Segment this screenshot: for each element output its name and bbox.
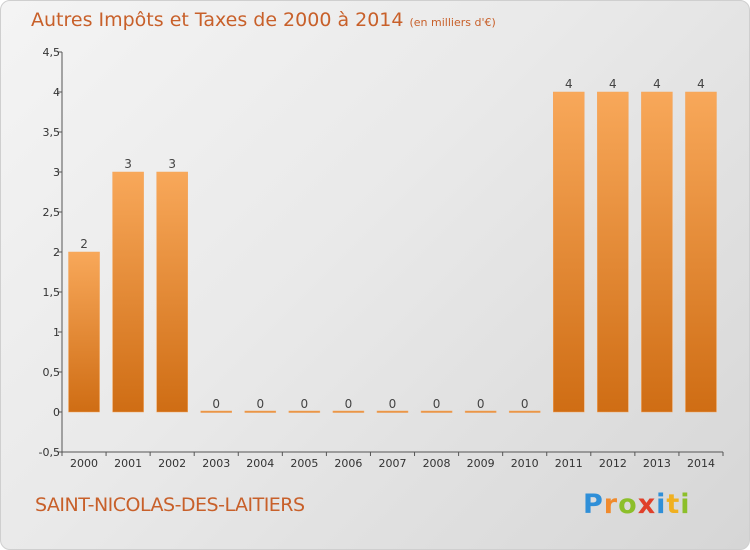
data-label: 3 <box>124 157 132 171</box>
labels: 2000 2 2001 3 2002 3 2003 0 2004 0 2005 0 2006 0 2007 0… <box>70 77 715 470</box>
y-tick-label: 0,5 <box>43 366 61 379</box>
bar <box>200 410 232 413</box>
y-tick-label: 2 <box>53 246 60 259</box>
x-tick-label: 2011 <box>555 457 583 470</box>
x-tick-label: 2009 <box>467 457 495 470</box>
data-label: 0 <box>477 397 485 411</box>
chart-subtitle: (en milliers d'€) <box>409 16 496 29</box>
bar <box>508 410 541 413</box>
y-tick-label: 2,5 <box>43 206 61 219</box>
bar <box>332 410 365 413</box>
x-tick-label: 2003 <box>202 457 230 470</box>
y-tick-label: 4 <box>53 86 60 99</box>
commune-name: SAINT-NICOLAS-DES-LAITIERS <box>35 494 305 516</box>
x-tick-label: 2007 <box>379 457 407 470</box>
data-label: 4 <box>609 77 617 91</box>
y-tick-label: 3,5 <box>43 126 61 139</box>
bar <box>112 171 144 413</box>
y-tick-label: 3 <box>53 166 60 179</box>
bar <box>156 171 188 413</box>
bar <box>288 410 321 413</box>
y-tick-label: 1,5 <box>43 286 61 299</box>
x-tick-label: 2001 <box>114 457 142 470</box>
bar <box>641 91 673 413</box>
y-tick-label: 0 <box>53 406 60 419</box>
logo-letter: x <box>637 489 657 520</box>
logo-letter: o <box>618 489 638 520</box>
bar <box>244 410 277 413</box>
x-tick-label: 2005 <box>290 457 318 470</box>
logo-letter: r <box>603 489 619 520</box>
y-tick-label: 1 <box>53 326 60 339</box>
logo-letter: i <box>656 489 667 520</box>
bar <box>597 91 629 413</box>
data-label: 0 <box>521 397 529 411</box>
data-label: 2 <box>80 237 88 251</box>
x-tick-label: 2013 <box>643 457 671 470</box>
data-label: 0 <box>212 397 220 411</box>
logo-letter: i <box>680 489 691 520</box>
data-label: 0 <box>433 397 441 411</box>
data-label: 0 <box>345 397 353 411</box>
x-tick-label: 2012 <box>599 457 627 470</box>
data-label: 4 <box>697 77 705 91</box>
x-tick-label: 2002 <box>158 457 186 470</box>
bar <box>68 251 100 413</box>
chart-title: Autres Impôts et Taxes de 2000 à 2014 (en… <box>31 9 496 31</box>
bars <box>68 91 717 413</box>
data-label: 0 <box>389 397 397 411</box>
x-tick-label: 2006 <box>334 457 362 470</box>
bar <box>464 410 497 413</box>
x-tick-label: 2010 <box>511 457 539 470</box>
bar <box>420 410 453 413</box>
proxiti-logo: Proxiti <box>583 489 691 520</box>
data-label: 0 <box>256 397 264 411</box>
x-tick-label: 2000 <box>70 457 98 470</box>
data-label: 4 <box>565 77 573 91</box>
y-tick-label: -0,5 <box>39 446 60 459</box>
data-label: 0 <box>301 397 309 411</box>
axes: -0,5 0 0,5 1 1,5 2 2,5 3 3,5 4 4,5 <box>39 46 724 459</box>
bar <box>685 91 717 413</box>
data-label: 4 <box>653 77 661 91</box>
x-tick-label: 2004 <box>246 457 274 470</box>
data-label: 3 <box>168 157 176 171</box>
y-tick-label: 4,5 <box>43 46 61 59</box>
x-tick-label: 2014 <box>687 457 715 470</box>
x-tick-label: 2008 <box>423 457 451 470</box>
bar <box>376 410 409 413</box>
logo-letter: P <box>583 489 604 520</box>
logo-letter: t <box>666 489 681 520</box>
bar <box>553 91 585 413</box>
